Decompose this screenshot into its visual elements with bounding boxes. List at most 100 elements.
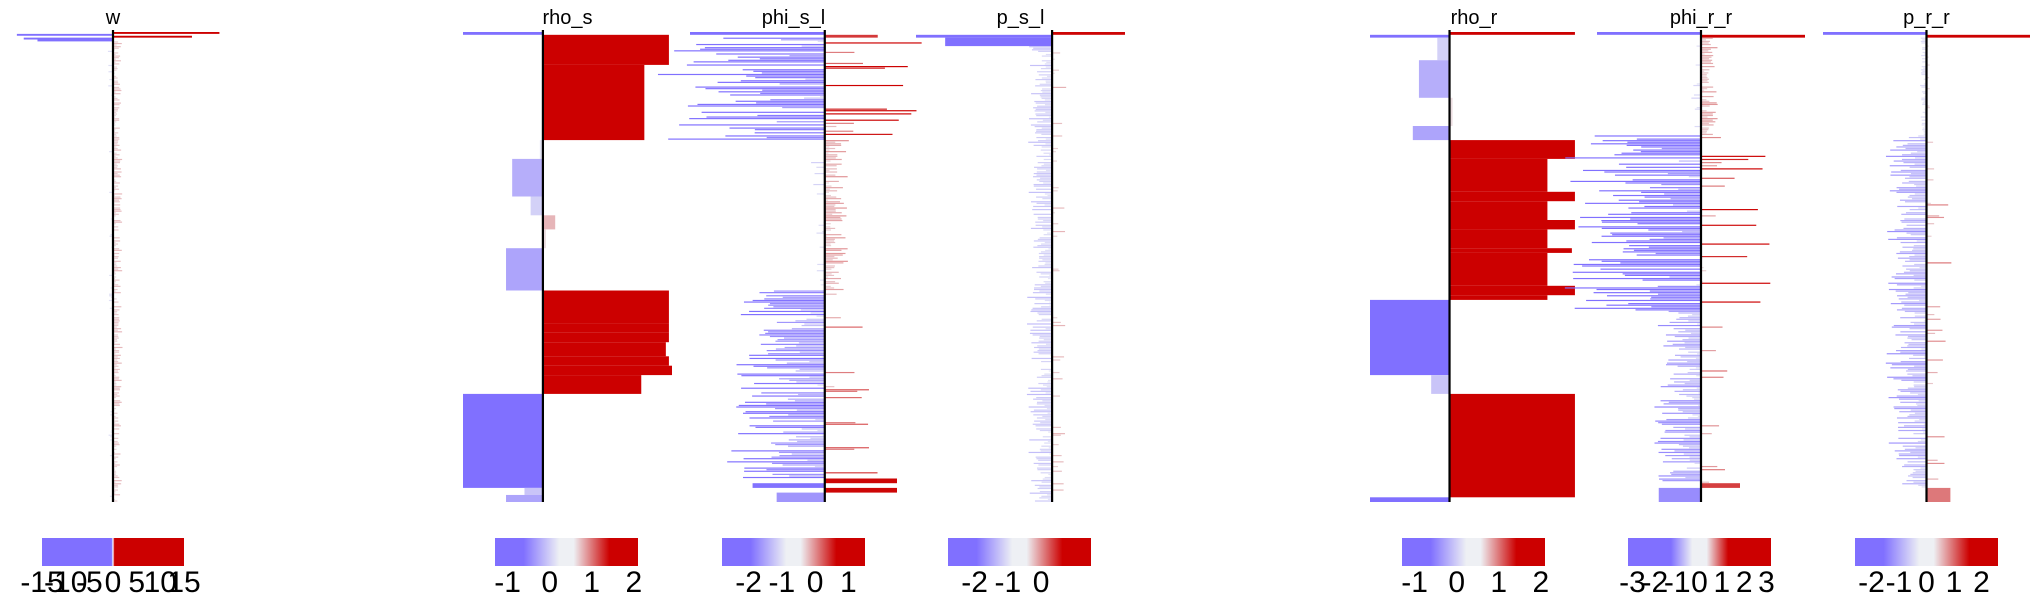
bar-w-21 [113, 66, 117, 68]
bar-w-125 [113, 229, 119, 231]
bar-p_r_r-226 [1897, 389, 1927, 391]
bar-phi_s_l-172 [768, 304, 825, 306]
bar-p_r_r-8 [1922, 47, 1927, 49]
bar-p_r_r-227 [1900, 390, 1927, 392]
bar-p_r_r-94 [1902, 182, 1927, 184]
bar-phi_s_l-234 [744, 401, 825, 403]
bar-w-61 [113, 129, 116, 131]
panel-p_s_l: p_s_l -2 -1 0 [916, 7, 1125, 599]
bar-phi_s_l-101 [816, 193, 825, 195]
bar-p_r_r-89 [1890, 174, 1927, 176]
bar-phi_r_r-260 [1654, 442, 1701, 444]
bar-w-107 [113, 201, 120, 203]
bar-p_s_l-179 [1052, 321, 1061, 323]
bar-p_r_r-256 [1926, 436, 1945, 438]
bar-p_s_l-250 [1052, 433, 1065, 435]
bar-phi_s_l-195 [775, 340, 825, 342]
bar-phi_r_r-84 [1626, 166, 1701, 168]
bar-phi_r_r-185 [1657, 324, 1701, 327]
bar-phi_r_r-42 [1701, 100, 1710, 102]
bar-w-16 [113, 58, 116, 60]
bar-phi_s_l-167 [782, 296, 825, 298]
bar-p_s_l-254 [1029, 439, 1053, 441]
bar-phi_r_r-284 [1662, 480, 1701, 482]
bar-phi_s_l-6 [696, 43, 825, 46]
bar-p_s_l-187 [1032, 334, 1053, 336]
bar-w-188 [113, 328, 122, 330]
bar-phi_r_r-79 [1701, 158, 1749, 161]
bar-w-19 [113, 63, 120, 65]
bar-phi_s_l-281 [789, 475, 825, 477]
bar-w-211 [113, 364, 117, 366]
bar-phi_r_r-100 [1641, 191, 1701, 193]
bar-p_r_r-106 [1904, 201, 1927, 203]
bar-phi_r_r-221 [1674, 381, 1701, 383]
bar-phi_s_l-80 [824, 160, 831, 162]
bar-w-224 [113, 384, 117, 386]
bar-phi_s_l-156 [819, 279, 825, 281]
bar-phi_r_r-122 [1578, 226, 1701, 228]
bar-phi_r_r-156 [1642, 279, 1701, 281]
bar-p_s_l-240 [1036, 417, 1053, 419]
bar-w-75 [109, 151, 113, 153]
bar-w-70 [113, 143, 118, 145]
bar-phi_r_r-35 [1701, 89, 1705, 91]
bar-w-287 [113, 483, 122, 485]
bar-p_r_r-95 [1914, 183, 1927, 186]
bar-p_s_l-87 [1040, 177, 1053, 179]
bar-p_s_l-169 [1041, 306, 1053, 308]
bar-phi_r_r-160 [1657, 285, 1701, 287]
bar-phi_r_r-182 [1688, 320, 1701, 322]
bar-p_s_l-41 [1037, 105, 1053, 107]
bar-phi_r_r-61 [1701, 130, 1707, 132]
bar-phi_s_l-97 [824, 187, 843, 189]
bar-p_s_l-135 [1038, 252, 1053, 255]
bar-w-58 [113, 124, 116, 126]
bar-p_s_l-268 [1052, 461, 1064, 463]
bar-phi_r_r-213 [1689, 368, 1701, 370]
bar-phi_r_r-238 [1678, 408, 1701, 410]
bar-phi_r_r-207 [1668, 359, 1701, 361]
bar-w-269 [109, 455, 113, 457]
bar-p_r_r-127 [1910, 234, 1927, 236]
bar-p_s_l-63 [1038, 140, 1053, 142]
bar-p_s_l-131 [1033, 246, 1053, 248]
bar-p_r_r-66 [1920, 138, 1927, 140]
bar-phi_s_l-263 [824, 447, 869, 449]
bar-phi_s_l-74 [824, 151, 847, 153]
bar-phi_r_r-70 [1626, 144, 1701, 146]
bar-p_r_r-33 [1921, 86, 1927, 88]
bar-phi_s_l-273 [772, 462, 825, 464]
bar-rho_s-15 [542, 375, 642, 394]
bar-p_r_r-128 [1926, 235, 1932, 237]
bar-w-169 [113, 298, 117, 300]
bar-phi_r_r-258 [1683, 439, 1701, 441]
colorbar-tick-label: 1 [840, 566, 857, 599]
bar-phi_r_r-257 [1660, 437, 1701, 439]
bar-p_s_l-122 [1047, 232, 1053, 234]
bar-phi_s_l-38 [730, 94, 825, 96]
bar-phi_r_r-8 [1701, 47, 1718, 49]
bar-phi_s_l-32 [824, 84, 904, 87]
bar-phi_r_r-55 [1701, 121, 1716, 123]
colorbar-tick-label: 3 [1758, 566, 1775, 599]
bar-phi_r_r-285 [1701, 481, 1710, 483]
bar-w-6 [113, 42, 122, 45]
bar-phi_r_r-176 [1668, 310, 1701, 313]
bar-phi_s_l-39 [820, 95, 825, 98]
bar-w-51 [113, 113, 117, 115]
bar-p_r_r-129 [1896, 237, 1927, 239]
bar-w-105 [113, 198, 122, 200]
bar-phi_r_r-159 [1696, 284, 1701, 286]
bar-p_r_r-258 [1920, 439, 1927, 441]
bar-w-28 [113, 77, 118, 79]
bar-phi_s_l-36 [718, 91, 825, 93]
bar-phi_r_r-187 [1673, 328, 1701, 330]
bar-phi_s_l-246 [773, 420, 825, 422]
bar-phi_s_l-129 [824, 237, 846, 239]
bar-phi_s_l-128 [824, 235, 828, 237]
bar-phi_r_r-16 [1701, 59, 1713, 61]
panel-title: rho_s [542, 7, 592, 29]
bar-phi_r_r-46 [1696, 107, 1701, 109]
bar-w-77 [113, 154, 120, 156]
